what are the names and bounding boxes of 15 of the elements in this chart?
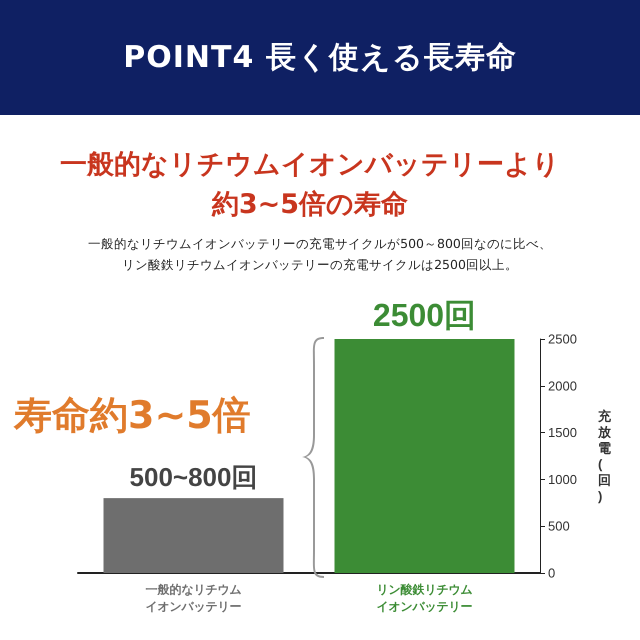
y-tick-label: 500 [548,518,570,534]
y-tick-label: 2000 [548,378,577,394]
x-tick-label: リン酸鉄リチウムイオンバッテリー [376,582,472,614]
y-tick-label: 0 [548,566,556,580]
y-tick-label: 1500 [548,425,577,440]
y-axis-title: 充放電(回) [597,408,612,504]
chart-title: POINT4 長く使える長寿命 [0,0,640,115]
y-tick-label: 1000 [548,472,577,487]
annotation: 寿命約3~5倍 [14,392,251,439]
text: 一般的なリチウムイオンバッテリーの充電サイクルが500～800回なのに比べ、リン酸鉄リチウムイオンバッテリーの充電サイクルは2500回以上。 [87,235,553,274]
data-label: 2500回 [372,297,476,333]
x-tick-label: 一般的なリチウムイオンバッテリー [146,582,242,614]
chart-subtitle: 一般的なリチウムイオンバッテリーより約3~5倍の寿命 [60,148,560,222]
data-label: 500~800回 [130,462,258,492]
y-tick-label: 2500 [548,332,577,346]
